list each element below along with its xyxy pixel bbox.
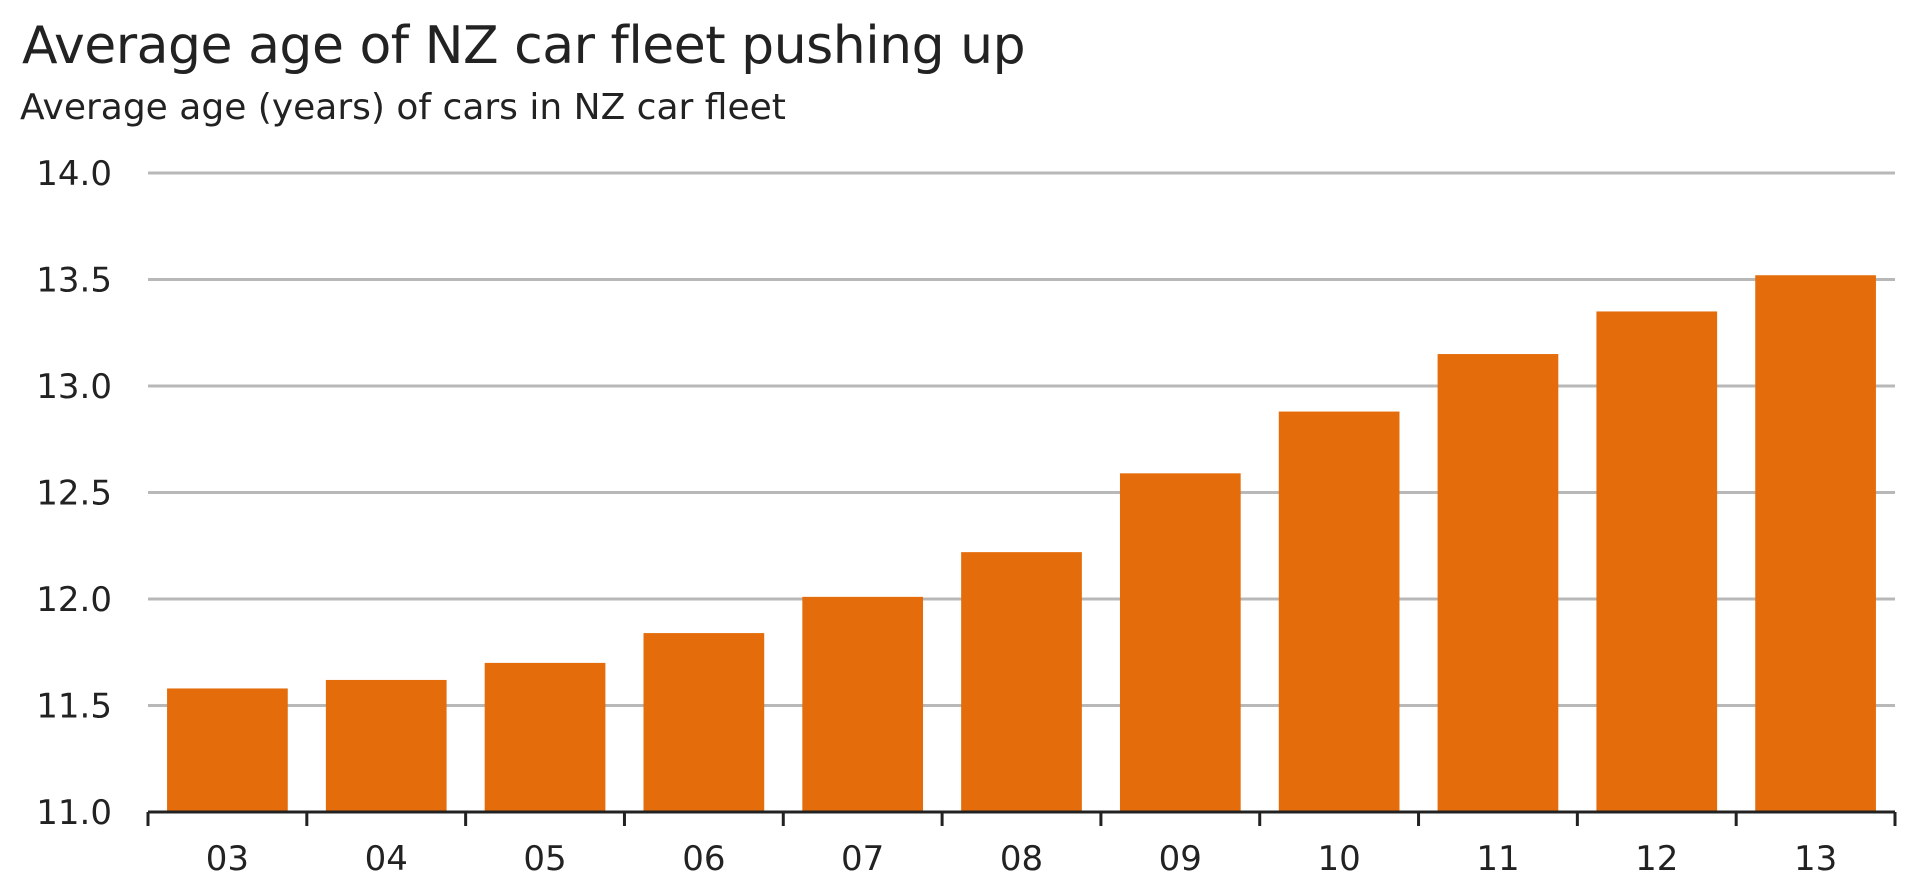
- bar-12: [1596, 311, 1718, 812]
- y-tick-label: 12.5: [36, 474, 112, 514]
- x-tick-label: 13: [1794, 839, 1837, 879]
- bar-05: [484, 662, 606, 812]
- y-tick-label: 12.0: [36, 580, 112, 620]
- y-tick-label: 11.0: [36, 793, 112, 833]
- x-tick-label: 11: [1476, 839, 1519, 879]
- x-axis: [146, 810, 1897, 826]
- y-tick-label: 13.5: [36, 261, 112, 301]
- bar-13: [1755, 275, 1876, 812]
- x-tick-label: 12: [1635, 839, 1678, 879]
- y-axis-tick-labels: 11.0 11.5 12.0 12.5 13.0 13.5 14.0: [36, 154, 112, 833]
- bar-10: [1278, 411, 1400, 812]
- y-tick-label: 14.0: [36, 154, 112, 194]
- x-tick-label: 05: [523, 839, 566, 879]
- x-tick-label: 09: [1159, 839, 1202, 879]
- x-tick-label: 07: [841, 839, 884, 879]
- bar-11: [1437, 354, 1559, 812]
- bar-04: [325, 679, 447, 812]
- chart-title: Average age of NZ car fleet pushing up: [22, 16, 1026, 76]
- y-tick-label: 13.0: [36, 367, 112, 407]
- x-axis-tick-labels: 03 04 05 06 07 08 09 10 11 12 13: [206, 839, 1837, 879]
- bar-03: [167, 688, 288, 812]
- bar-06: [643, 633, 765, 812]
- bar-07: [802, 596, 924, 812]
- x-tick-label: 03: [206, 839, 249, 879]
- x-tick-label: 06: [682, 839, 725, 879]
- bar-09: [1119, 473, 1241, 812]
- chart-subtitle: Average age (years) of cars in NZ car fl…: [20, 87, 786, 128]
- x-tick-label: 10: [1318, 839, 1361, 879]
- y-tick-label: 11.5: [36, 687, 112, 727]
- bars: [167, 275, 1876, 812]
- x-tick-label: 08: [1000, 839, 1043, 879]
- x-tick-label: 04: [365, 839, 408, 879]
- bar-08: [961, 552, 1082, 812]
